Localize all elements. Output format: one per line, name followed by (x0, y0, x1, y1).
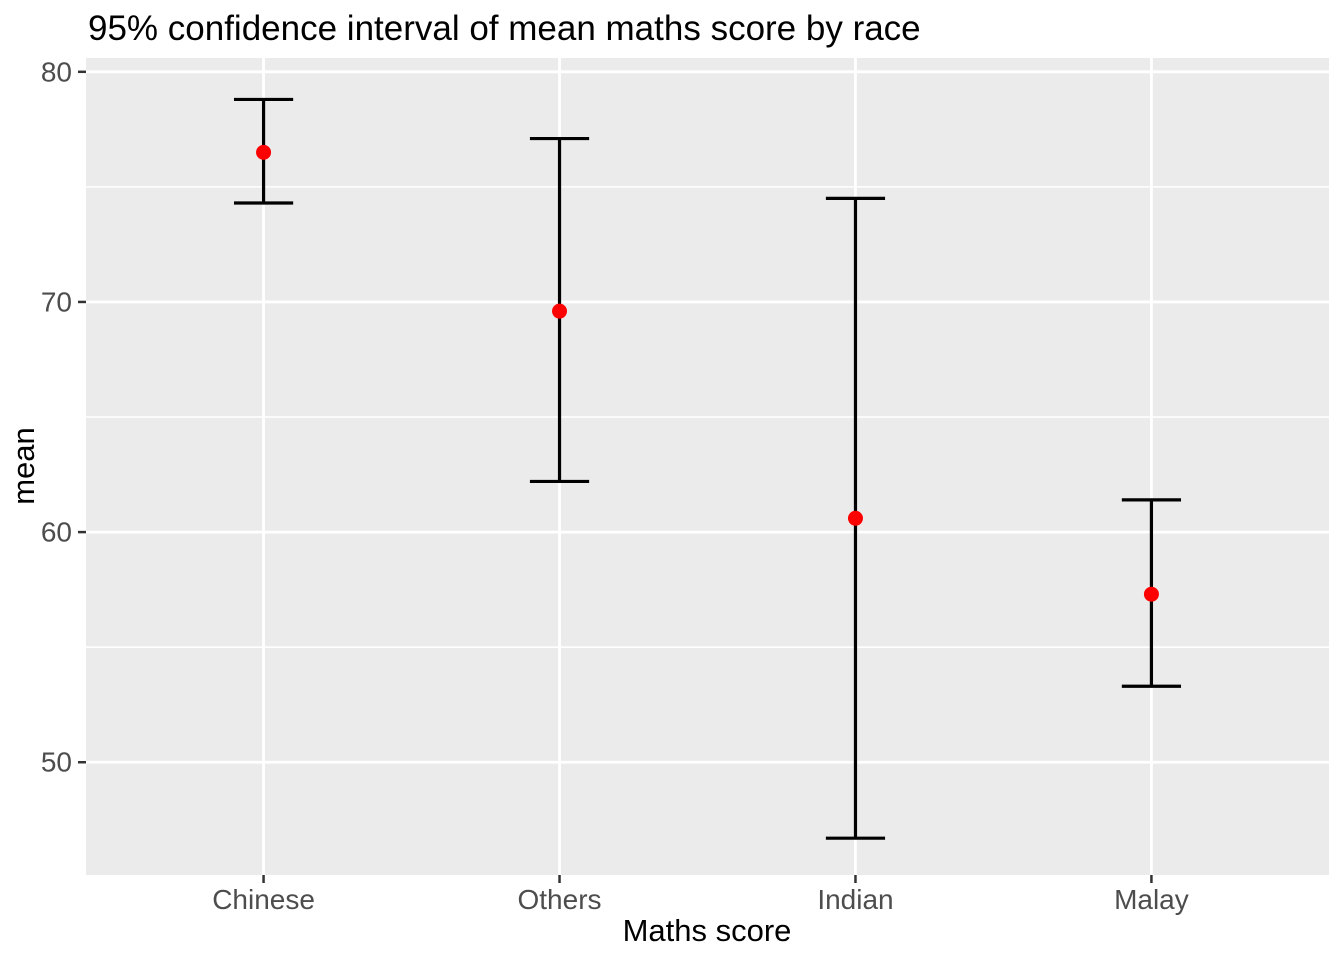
mean-point-others (552, 303, 568, 319)
y-tick-label-50: 50 (41, 747, 72, 778)
x-tick-label-indian: Indian (817, 884, 893, 915)
y-tick-label-70: 70 (41, 286, 72, 317)
x-axis-title: Maths score (623, 913, 792, 948)
y-tick-label-60: 60 (41, 517, 72, 548)
errorbar-others (529, 136, 590, 484)
plot-panel-group: 50 60 70 80 Chinese Others Indian Malay (41, 56, 1329, 915)
mean-point-chinese (256, 144, 272, 160)
x-tick-label-others: Others (518, 884, 602, 915)
mean-point-indian (847, 510, 863, 526)
errorbar-indian (825, 196, 886, 840)
x-tick-label-malay: Malay (1114, 884, 1189, 915)
errorbar-malay (1121, 498, 1182, 688)
x-tick-label-chinese: Chinese (212, 884, 315, 915)
y-axis-title: mean (6, 427, 41, 505)
mean-point-malay (1143, 586, 1159, 602)
y-tick-label-80: 80 (41, 56, 72, 87)
plot-panel (86, 58, 1329, 875)
errorbar-chinese (233, 97, 294, 205)
chart-title: 95% confidence interval of mean maths sc… (88, 9, 921, 48)
